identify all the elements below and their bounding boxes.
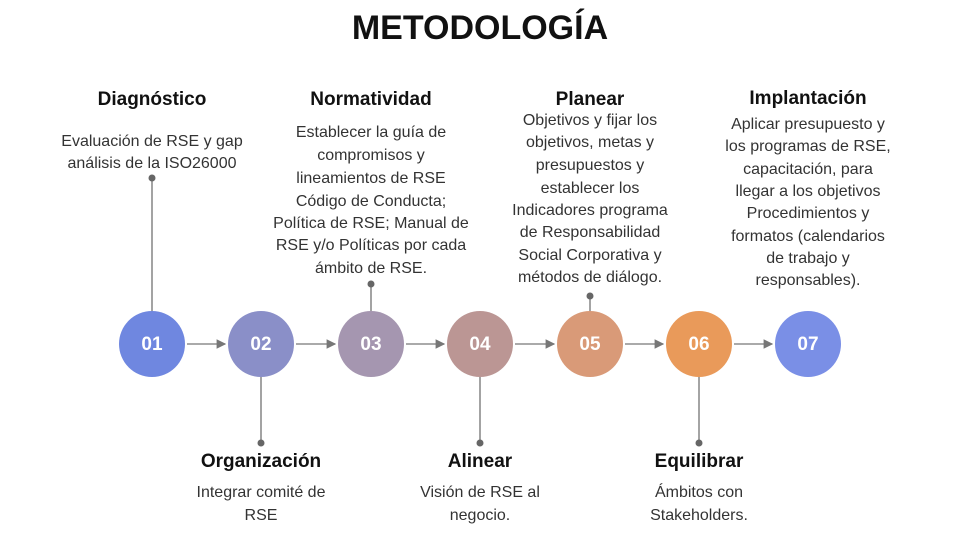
- step-description: presupuestos y: [536, 157, 645, 174]
- step-number: 07: [797, 334, 818, 355]
- step-description: Código de Conducta;: [296, 193, 446, 210]
- step-description: Procedimientos y: [747, 205, 870, 222]
- step-title: Diagnóstico: [98, 89, 207, 110]
- step-title: Normatividad: [310, 89, 431, 110]
- step-title: Implantación: [749, 88, 866, 109]
- step-number: 01: [141, 334, 163, 355]
- step-title: Planear: [556, 89, 625, 110]
- step-description: RSE y/o Políticas por cada: [276, 237, 466, 254]
- step-description: ámbito de RSE.: [315, 260, 427, 277]
- step-circle: [338, 311, 404, 377]
- step-title: Organización: [201, 451, 321, 472]
- step-number: 03: [360, 334, 381, 355]
- connector-dot: [367, 280, 375, 288]
- step-circle: [119, 311, 185, 377]
- step-description: Social Corporativa y: [518, 247, 661, 264]
- step-description: formatos (calendarios: [731, 228, 885, 245]
- step-circle: [775, 311, 841, 377]
- step-number: 04: [469, 334, 491, 355]
- step-description: negocio.: [450, 507, 511, 524]
- step-description: lineamientos de RSE: [296, 170, 445, 187]
- connector-dot: [148, 174, 156, 182]
- connector-dot: [695, 439, 703, 447]
- step-description: Visión de RSE al: [420, 484, 540, 501]
- step-description: Establecer la guía de: [296, 124, 446, 141]
- step-description: Política de RSE; Manual de: [273, 215, 469, 232]
- step-description: responsables).: [756, 272, 861, 289]
- step-title: Equilibrar: [655, 451, 744, 472]
- step-description: capacitación, para: [743, 161, 873, 178]
- step-number: 02: [250, 334, 271, 355]
- step-circle: [447, 311, 513, 377]
- page-title: METODOLOGÍA: [352, 9, 608, 47]
- step-description: llegar a los objetivos: [736, 183, 881, 200]
- step-number: 05: [579, 334, 601, 355]
- step-circle: [666, 311, 732, 377]
- step-description: Objetivos y fijar los: [523, 112, 657, 129]
- step-description: compromisos y: [317, 147, 425, 164]
- step-description: métodos de diálogo.: [518, 269, 662, 286]
- step-description: RSE: [245, 507, 278, 524]
- step-title: Alinear: [448, 451, 513, 472]
- connector-dot: [586, 292, 594, 300]
- step-description: objetivos, metas y: [526, 134, 654, 151]
- step-description: de trabajo y: [766, 250, 850, 267]
- step-description: los programas de RSE,: [725, 138, 890, 155]
- step-description: Evaluación de RSE y gap: [61, 133, 243, 150]
- step-description: Indicadores programa: [512, 202, 668, 219]
- step-description: análisis de la ISO26000: [68, 155, 237, 172]
- step-description: de Responsabilidad: [520, 224, 661, 241]
- connector-dot: [257, 439, 265, 447]
- step-description: establecer los: [541, 180, 640, 197]
- step-description: Aplicar presupuesto y: [731, 116, 885, 133]
- step-description: Integrar comité de: [197, 484, 326, 501]
- step-description: Ámbitos con: [655, 482, 743, 501]
- step-circle: [557, 311, 623, 377]
- step-circle: [228, 311, 294, 377]
- connector-dot: [476, 439, 484, 447]
- step-number: 06: [688, 334, 709, 355]
- step-description: Stakeholders.: [650, 507, 748, 524]
